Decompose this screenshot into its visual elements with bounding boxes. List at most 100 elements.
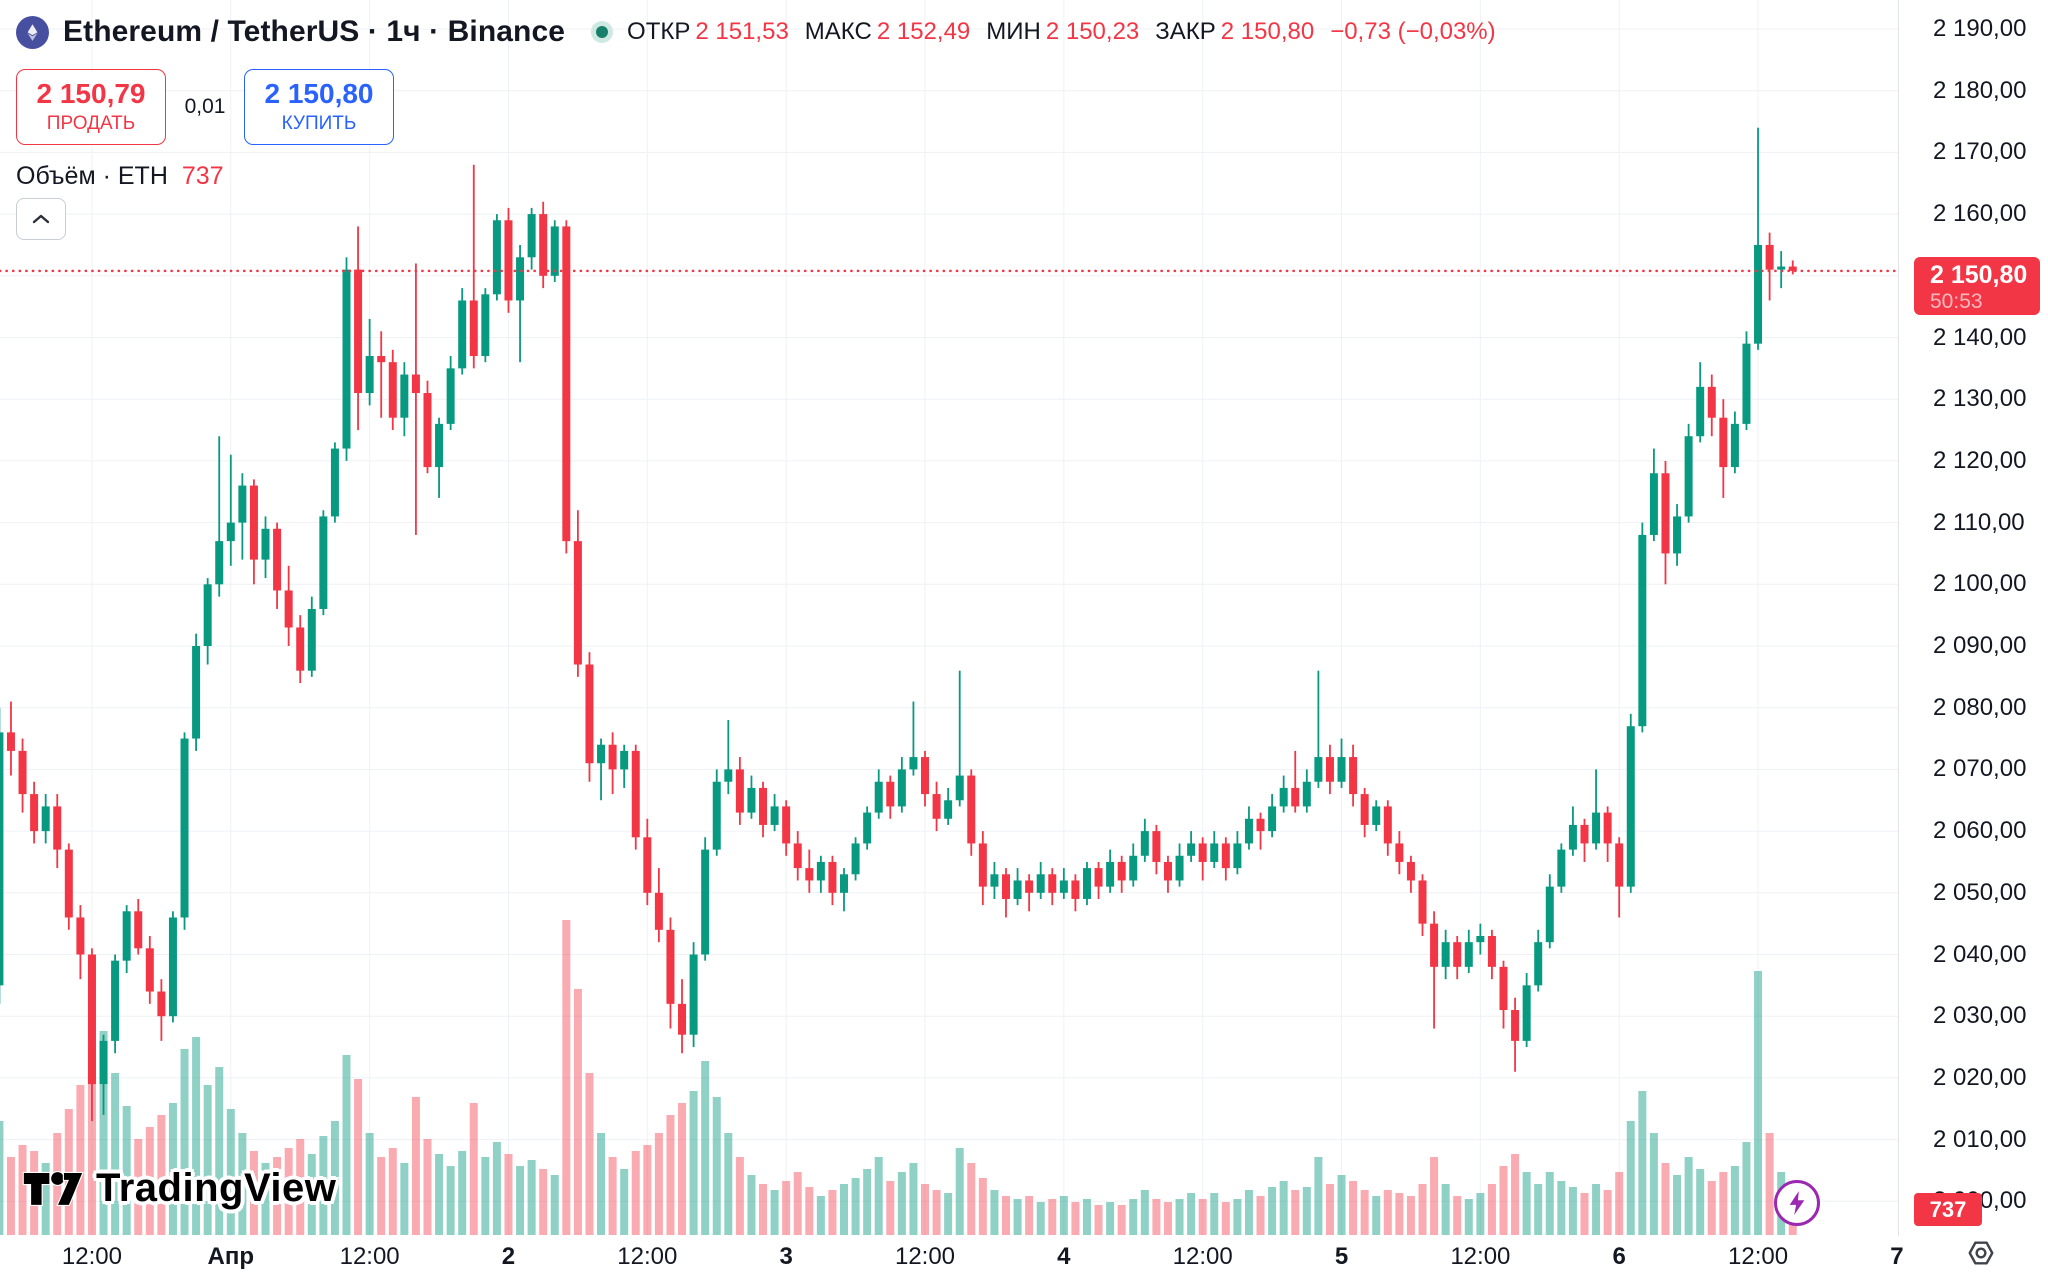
volume-bar: [851, 1178, 860, 1235]
volume-bar: [1754, 971, 1763, 1235]
volume-bar: [1742, 1142, 1751, 1235]
candle-body: [1649, 473, 1658, 535]
time-tick-label[interactable]: 12:00: [894, 1243, 956, 1270]
time-tick-label[interactable]: 12:00: [339, 1243, 400, 1270]
volume-study-label[interactable]: Объём · ETH: [16, 162, 168, 190]
volume-bar: [1603, 1190, 1612, 1235]
volume-bar: [747, 1175, 756, 1235]
tradingview-watermark: TradingView: [22, 1166, 336, 1211]
candle-body: [516, 257, 525, 301]
candle-body: [1406, 861, 1415, 881]
volume-bar: [446, 1166, 455, 1235]
time-tick-label[interactable]: 12:00: [1450, 1243, 1511, 1270]
volume-bar: [1025, 1196, 1034, 1235]
volume-bar: [516, 1166, 525, 1235]
candle-body: [1707, 386, 1716, 418]
candle-body: [1568, 824, 1577, 850]
volume-bar: [701, 1061, 710, 1235]
ohlc-values: ОТКР 2 151,53 МАКС 2 152,49 МИН 2 150,23…: [627, 18, 1496, 46]
candle-body: [296, 627, 305, 671]
time-axis[interactable]: 12:00 Апр 12:00 2 12:00 3 12:00 4 12:00 5 12:00 6 12…: [0, 1236, 2048, 1279]
volume-bar: [1036, 1202, 1045, 1235]
candle-body: [573, 541, 582, 665]
volume-bar: [1418, 1184, 1427, 1235]
volume-bar: [134, 1139, 143, 1235]
candle-body: [168, 917, 177, 1017]
candle-body: [701, 849, 710, 955]
candle-body: [782, 806, 791, 844]
volume-bar: [296, 1139, 305, 1235]
candle-body: [1059, 880, 1068, 893]
volume-bar: [608, 1157, 617, 1235]
volume-bar: [342, 1055, 351, 1235]
sell-label: ПРОДАТЬ: [46, 113, 136, 134]
time-tick-label[interactable]: 12:00: [1172, 1243, 1233, 1270]
time-tick-label[interactable]: 12:00: [1728, 1243, 1789, 1270]
volume-bar: [145, 1127, 154, 1235]
volume-bar: [238, 1133, 247, 1235]
collapse-legend-button[interactable]: [16, 198, 66, 240]
time-tick-label[interactable]: 2: [501, 1243, 516, 1270]
market-status-icon[interactable]: [591, 21, 614, 43]
buy-label: КУПИТЬ: [281, 113, 357, 134]
low-value: 2 150,23: [1045, 18, 1140, 45]
buy-button[interactable]: 2 150,80 КУПИТЬ: [244, 69, 394, 145]
time-tick-label[interactable]: Апр: [207, 1243, 255, 1270]
candle-body: [735, 769, 744, 813]
close-label: ЗАКР: [1155, 18, 1216, 45]
price-tick-label: 2 130,00: [1933, 385, 2027, 413]
candle-body: [1071, 880, 1080, 899]
candle-body: [180, 738, 189, 918]
time-tick-label[interactable]: 12:00: [61, 1243, 122, 1270]
candle-wick: [472, 164, 475, 369]
volume-bar: [435, 1154, 444, 1235]
candle-body: [1453, 942, 1462, 967]
volume-bar: [955, 1148, 964, 1235]
time-tick-label[interactable]: 12:00: [617, 1243, 678, 1270]
volume-bar: [1765, 1133, 1774, 1235]
instant-order-button[interactable]: [1774, 1180, 1820, 1226]
price-tick-label: 2 110,00: [1933, 508, 2025, 536]
volume-bar: [87, 1043, 96, 1235]
symbol-title[interactable]: Ethereum / TetherUS · 1ч · Binance: [63, 15, 566, 48]
candle-body: [1013, 880, 1022, 899]
volume-bar: [157, 1115, 166, 1235]
volume-bar: [863, 1169, 872, 1235]
low-label: МИН: [986, 18, 1041, 45]
candle-body: [990, 874, 999, 887]
candle-body: [41, 806, 50, 832]
candle-wick: [1317, 670, 1320, 788]
time-tick-label[interactable]: 3: [779, 1243, 793, 1270]
volume-bar: [1233, 1199, 1242, 1235]
candle-body: [1360, 794, 1369, 825]
volume-bar: [759, 1184, 768, 1235]
volume-bar: [377, 1157, 386, 1235]
candle-body: [724, 769, 733, 782]
volume-bar: [1221, 1202, 1230, 1235]
volume-bar: [805, 1187, 814, 1235]
candle-body: [1325, 757, 1334, 782]
volume-bar: [874, 1157, 883, 1235]
volume-bar: [990, 1190, 999, 1235]
ethereum-icon: [16, 15, 49, 49]
volume-bar: [1279, 1181, 1288, 1235]
time-tick-label[interactable]: 5: [1334, 1243, 1349, 1270]
time-tick-label[interactable]: 7: [1890, 1243, 1904, 1270]
candle-body: [423, 393, 432, 468]
candle-body: [1372, 806, 1381, 825]
candle-body: [1626, 726, 1635, 887]
volume-bar: [1349, 1181, 1358, 1235]
price-tick-label: 2 140,00: [1933, 323, 2027, 351]
candle-body: [1244, 818, 1253, 844]
volume-bar: [1117, 1205, 1126, 1235]
candle-wick: [958, 670, 961, 807]
time-tick-label[interactable]: 4: [1057, 1243, 1071, 1270]
volume-study-value: 737: [181, 162, 224, 190]
volume-bar: [1476, 1193, 1485, 1235]
price-axis[interactable]: 2 190,002 180,002 170,002 160,002 150,00…: [1898, 0, 2048, 1236]
time-tick-label[interactable]: 6: [1612, 1243, 1626, 1270]
candle-wick: [1595, 769, 1597, 850]
axis-settings-gear-icon[interactable]: [1966, 1238, 1996, 1273]
sell-button[interactable]: 2 150,79 ПРОДАТЬ: [16, 69, 166, 145]
